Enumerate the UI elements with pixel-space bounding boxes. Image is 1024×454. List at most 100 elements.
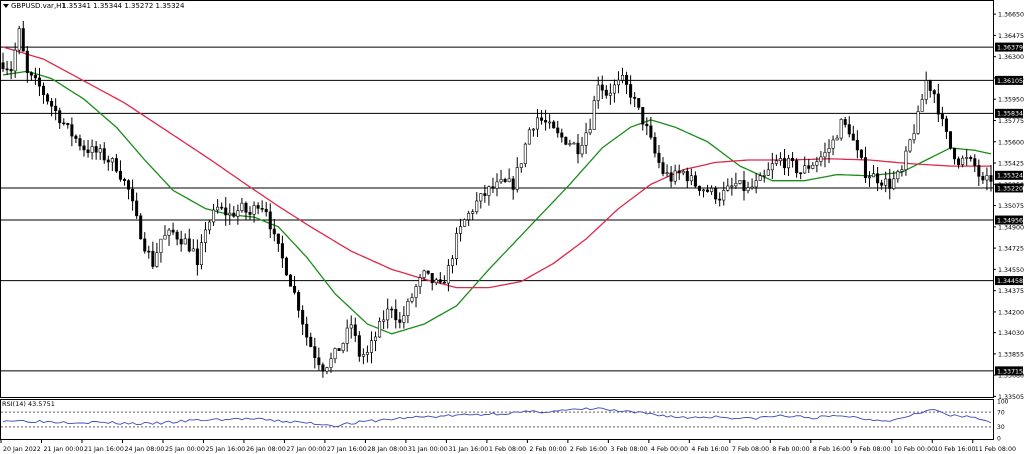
candle-body: [450, 258, 454, 266]
main-pane-frame: [0, 0, 994, 398]
candle-body: [232, 212, 236, 217]
time-tick-label: 26 Jan 08:00: [246, 446, 286, 453]
candle-body: [240, 202, 244, 211]
candle-body: [495, 181, 499, 189]
candle-body: [904, 150, 908, 171]
candle-body: [540, 117, 544, 121]
price-tick-label: 1.34375: [998, 288, 1024, 295]
candle-body: [337, 348, 341, 351]
candle-body: [29, 72, 33, 76]
candle-body: [118, 170, 122, 180]
candle-body: [831, 139, 835, 149]
candle-body: [5, 68, 9, 71]
candle-body: [584, 132, 588, 146]
candle-body: [365, 352, 369, 355]
candle-body: [936, 93, 940, 115]
candle-body: [276, 233, 280, 244]
candle-body: [843, 119, 847, 125]
candle-body: [742, 180, 746, 191]
price-tick-label: 1.34030: [998, 330, 1024, 337]
candle-body: [499, 179, 503, 183]
price-tick-label: 1.35600: [998, 139, 1024, 146]
candle-body: [580, 144, 584, 155]
candle-body: [102, 148, 106, 161]
candle-body: [932, 90, 936, 95]
candle-body: [394, 309, 398, 321]
candle-body: [228, 212, 232, 216]
candle-body: [471, 211, 475, 214]
candle-body: [738, 180, 742, 184]
collapse-triangle-icon[interactable]: [3, 4, 9, 8]
candle-body: [402, 315, 406, 323]
candle-body: [531, 128, 535, 131]
candle-body: [685, 170, 689, 182]
price-tick-label: 1.34550: [998, 267, 1024, 274]
candle-body: [633, 96, 637, 99]
current-price-tag-bg: [995, 170, 1023, 180]
time-tick-label: 31 Jan 00:00: [408, 446, 448, 453]
candle-body: [750, 186, 754, 189]
candle-body: [252, 205, 256, 215]
time-tick-label: 10 Feb 16:00: [934, 446, 975, 453]
candle-body: [989, 175, 993, 182]
candle-body: [746, 187, 750, 191]
price-tags: 1.36379 1.36105 1.35834 1.35220 1.34956 1.344…: [995, 42, 1023, 376]
candle-body: [928, 80, 932, 91]
candle-body: [710, 187, 714, 192]
rsi-indicator: 100 70 30 0: [1, 398, 1009, 442]
level-price-tag: 1.34458: [997, 278, 1023, 285]
candle-body: [855, 139, 859, 151]
candle-body: [418, 277, 422, 287]
candle-body: [187, 238, 191, 252]
time-tick-label: 1 Feb 08:00: [489, 446, 526, 453]
candle-body: [361, 354, 365, 357]
time-tick-label: 2 Feb 00:00: [529, 446, 566, 453]
candle-body: [37, 77, 41, 87]
candle-body: [293, 285, 297, 293]
candle-body: [143, 238, 147, 252]
candle-body: [369, 340, 373, 353]
candle-body: [357, 335, 361, 357]
candle-body: [839, 119, 843, 139]
candle-body: [787, 157, 791, 169]
candle-body: [438, 279, 442, 283]
price-axis[interactable]: 1.366501.364751.363001.361251.359501.357…: [993, 12, 1024, 401]
candle-body: [58, 110, 62, 124]
candle-body: [54, 105, 58, 111]
candle-body: [867, 176, 872, 179]
ohlc-readout: 1.35341 1.35344 1.35272 1.35324: [62, 2, 185, 10]
candle-body: [835, 137, 839, 141]
ma-fast-line: [2, 70, 992, 335]
candle-body: [442, 281, 446, 284]
candle-body: [766, 169, 770, 176]
time-tick-label: 4 Feb 00:00: [651, 446, 688, 453]
candle-body: [754, 180, 758, 188]
rsi-pane-frame: [0, 399, 994, 440]
candle-body: [612, 84, 616, 94]
time-tick-label: 27 Jan 16:00: [327, 446, 367, 453]
candle-body: [888, 178, 892, 189]
candle-body: [944, 118, 948, 132]
candle-body: [329, 358, 333, 368]
candle-body: [799, 172, 803, 175]
candle-body: [774, 160, 778, 164]
candle-body: [183, 238, 187, 245]
candle-body: [483, 193, 487, 196]
price-tick-label: 1.36300: [998, 54, 1024, 61]
candle-body: [280, 243, 284, 259]
candle-body: [973, 158, 977, 166]
candle-body: [167, 229, 171, 236]
candle-body: [454, 233, 459, 260]
candle-body: [114, 158, 118, 172]
candle-body: [637, 98, 641, 108]
time-tick-label: 20 Jan 2022: [3, 446, 41, 453]
candle-body: [220, 206, 224, 209]
candle-body: [475, 200, 479, 212]
candle-body: [985, 175, 989, 181]
level-price-tag-bg: [995, 276, 1023, 286]
candle-body: [859, 149, 863, 158]
candle-body: [916, 111, 920, 134]
candle-body: [560, 132, 564, 138]
candle-body: [78, 138, 82, 147]
